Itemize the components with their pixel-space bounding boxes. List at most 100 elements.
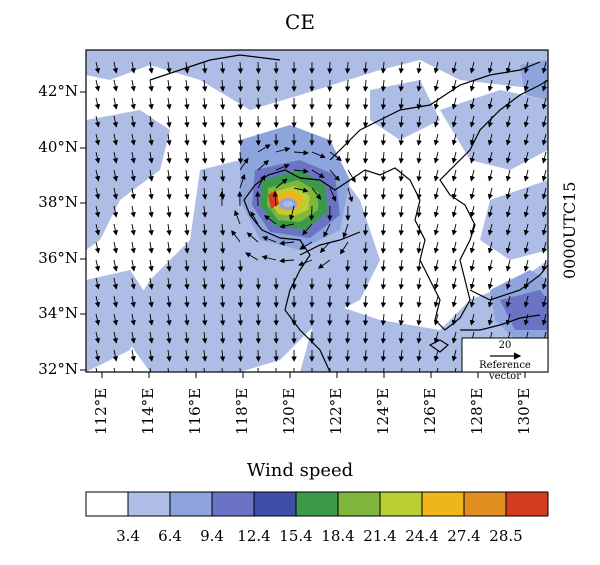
wind-arrow xyxy=(255,133,261,146)
wind-arrow xyxy=(257,174,266,189)
wind-arrow xyxy=(362,205,369,218)
wind-arrow xyxy=(451,151,458,164)
wind-arrow xyxy=(166,133,172,146)
wind-arrow xyxy=(344,295,351,308)
wind-arrow xyxy=(148,169,154,182)
wind-arrow xyxy=(451,187,458,200)
wind-arrow xyxy=(319,241,331,253)
lon-label: 112°E xyxy=(92,387,110,435)
wind-arrow xyxy=(451,241,458,254)
wind-arrow xyxy=(131,367,134,372)
wind-arrow xyxy=(451,259,458,272)
wind-arrow xyxy=(523,115,530,128)
colorbar-swatch xyxy=(505,491,549,517)
wind-arrow xyxy=(380,115,387,128)
wind-arrow xyxy=(433,115,440,128)
wind-arrow xyxy=(219,169,226,182)
wind-arrow xyxy=(451,133,458,146)
wind-arrow xyxy=(184,205,190,218)
wind-arrow xyxy=(487,61,494,74)
wind-arrow xyxy=(398,187,404,200)
wind-arrow xyxy=(380,277,387,290)
wind-arrow xyxy=(112,133,119,146)
wind-arrow xyxy=(329,169,340,182)
wind-arrow xyxy=(362,223,369,236)
wind-arrow xyxy=(202,205,208,218)
wind-arrow xyxy=(166,79,172,92)
wind-arrow xyxy=(239,367,241,372)
wind-arrow xyxy=(380,295,387,308)
wind-arrow xyxy=(112,151,119,164)
wind-arrow xyxy=(95,367,98,372)
wind-arrow xyxy=(148,205,154,218)
reference-vector-label: Reference vector xyxy=(479,360,531,382)
wind-arrow xyxy=(275,163,290,171)
colorbar-tick-label: 27.4 xyxy=(447,527,481,545)
wind-arrow xyxy=(487,115,494,128)
wind-arrow xyxy=(469,295,476,308)
wind-arrow xyxy=(469,187,476,200)
wind-arrow xyxy=(383,367,385,372)
wind-arrow xyxy=(293,168,309,174)
wind-arrow xyxy=(416,61,422,74)
wind-arrow xyxy=(112,169,119,182)
lon-label: 118°E xyxy=(233,387,251,435)
wind-arrow xyxy=(148,223,154,236)
wind-arrow xyxy=(255,79,261,92)
wind-arrow xyxy=(275,146,291,153)
wind-arrow xyxy=(112,115,119,128)
wind-arrow xyxy=(184,61,190,74)
wind-arrow xyxy=(398,205,404,218)
wind-arrow xyxy=(433,241,440,254)
wind-arrow xyxy=(149,367,152,372)
wind-arrow xyxy=(487,187,494,200)
wind-arrow xyxy=(416,331,422,344)
wind-arrow xyxy=(219,97,226,110)
wind-arrow xyxy=(451,205,458,218)
wind-arrow xyxy=(433,97,440,110)
wind-arrow xyxy=(237,349,244,362)
wind-arrow xyxy=(167,367,170,372)
wind-arrow xyxy=(541,133,548,146)
wind-arrow xyxy=(255,331,261,344)
wind-arrow xyxy=(487,133,494,146)
wind-arrow xyxy=(523,187,530,200)
wind-arrow xyxy=(433,169,440,182)
wind-arrow xyxy=(505,259,512,272)
wind-arrow xyxy=(541,169,548,182)
wind-arrow xyxy=(148,349,154,362)
wind-arrow xyxy=(130,277,136,290)
wind-arrow xyxy=(148,331,154,344)
wind-arrow xyxy=(246,232,259,243)
wind-arrow xyxy=(166,115,172,128)
wind-arrow xyxy=(255,295,261,308)
wind-arrow xyxy=(487,259,494,272)
wind-arrow xyxy=(344,259,351,272)
wind-arrow xyxy=(433,205,440,218)
wind-arrow xyxy=(362,61,369,74)
wind-arrow xyxy=(219,133,226,146)
colorbar-tick-label: 9.4 xyxy=(200,527,224,545)
wind-arrow xyxy=(166,349,172,362)
lon-label: 122°E xyxy=(327,387,345,435)
wind-arrow xyxy=(166,313,172,326)
colorbar-swatch xyxy=(337,491,381,517)
wind-arrow xyxy=(380,241,387,254)
map-frame xyxy=(85,49,549,373)
wind-arrow xyxy=(272,191,279,207)
colorbar-tick-label: 18.4 xyxy=(321,527,355,545)
wind-arrow xyxy=(255,313,261,326)
wind-arrow xyxy=(344,331,351,344)
wind-arrow xyxy=(398,349,404,362)
wind-arrow xyxy=(311,187,322,200)
wind-arrow xyxy=(380,61,387,74)
wind-arrow xyxy=(130,115,136,128)
wind-arrow xyxy=(308,205,315,221)
wind-arrow xyxy=(94,277,101,290)
wind-arrow xyxy=(279,223,295,229)
wind-arrow xyxy=(130,223,136,236)
wind-arrow xyxy=(184,277,190,290)
lon-label: 120°E xyxy=(280,387,298,435)
lat-ticks xyxy=(80,91,86,371)
wind-arrow xyxy=(112,205,119,218)
